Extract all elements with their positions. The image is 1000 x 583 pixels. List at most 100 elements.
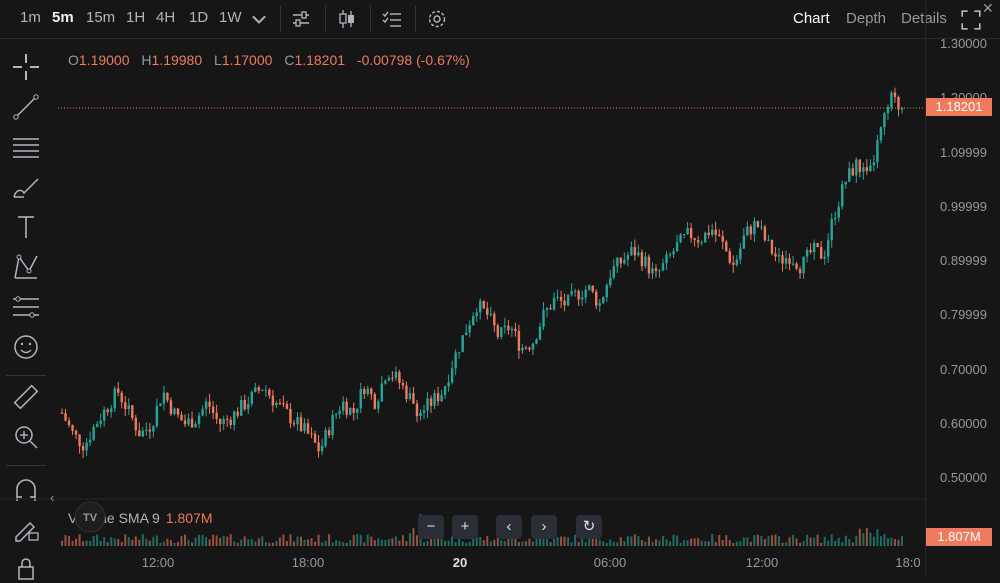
- volume-bar: [538, 537, 541, 546]
- zoom-out-button[interactable]: −: [418, 515, 444, 539]
- candle-body: [770, 239, 774, 254]
- candle-body: [472, 316, 475, 326]
- magnet-icon[interactable]: [10, 475, 42, 507]
- candle-body: [777, 255, 781, 257]
- candle-body: [823, 256, 826, 259]
- timeframe-5m[interactable]: 5m: [52, 9, 74, 26]
- volume-bar: [408, 533, 411, 546]
- candle-body: [324, 430, 327, 446]
- volume-bar: [869, 532, 872, 546]
- volume-bar: [788, 537, 791, 546]
- fullscreen-icon[interactable]: [960, 9, 982, 31]
- volume-bar: [602, 541, 605, 546]
- candle-body: [464, 332, 468, 336]
- candle-body: [876, 140, 879, 163]
- candle-body: [658, 270, 661, 272]
- horizontal-lines-icon[interactable]: [10, 131, 42, 163]
- price-axis[interactable]: 1.300001.200001.099990.999990.899990.799…: [925, 0, 1000, 575]
- checklist-icon[interactable]: [381, 8, 403, 30]
- text-icon[interactable]: [10, 211, 42, 243]
- candle-body: [134, 418, 138, 431]
- tab-depth[interactable]: Depth: [846, 10, 887, 27]
- candle-body: [67, 420, 71, 426]
- candle-type-icon[interactable]: [336, 8, 358, 30]
- candle-body: [531, 343, 535, 350]
- pattern-icon[interactable]: [10, 251, 42, 283]
- brush-icon[interactable]: [10, 171, 42, 203]
- chevron-down-icon[interactable]: [248, 9, 270, 31]
- candle-body: [514, 328, 517, 332]
- volume-bar: [247, 539, 250, 546]
- low-value: 1.17000: [221, 52, 273, 68]
- volume-bar: [219, 538, 222, 546]
- volume-bar: [546, 538, 549, 546]
- volume-bar: [827, 540, 830, 546]
- volume-bar: [387, 539, 390, 546]
- zoom-in-button[interactable]: +: [452, 515, 478, 539]
- tab-details[interactable]: Details: [901, 10, 947, 27]
- volume-bar: [756, 534, 759, 546]
- volume-bar: [760, 535, 763, 546]
- volume-bar: [198, 534, 201, 546]
- volume-bar: [725, 535, 728, 546]
- volume-bar: [444, 540, 447, 546]
- volume-bar: [609, 539, 612, 546]
- candle-body: [457, 352, 461, 354]
- volume-bar: [159, 542, 162, 546]
- candle-body: [352, 408, 355, 413]
- close-icon[interactable]: ✕: [982, 0, 994, 16]
- volume-bar: [120, 541, 123, 546]
- candle-body: [584, 289, 587, 298]
- volume-bar: [212, 534, 215, 546]
- candle-body: [816, 242, 819, 248]
- volume-bar: [665, 539, 668, 546]
- crosshair-icon[interactable]: [10, 51, 42, 83]
- price-tick-label: 0.70000: [940, 361, 987, 377]
- candle-body: [299, 417, 303, 432]
- lock-icon[interactable]: [10, 551, 42, 583]
- timeframe-1h[interactable]: 1H: [126, 9, 146, 26]
- gear-icon[interactable]: [426, 8, 448, 30]
- scroll-right-button[interactable]: ›: [531, 515, 557, 539]
- change-value: -0.00798 (-0.67%): [356, 52, 470, 68]
- candle-body: [310, 433, 313, 435]
- timeframe-1m[interactable]: 1m: [20, 9, 41, 26]
- volume-bar: [285, 541, 288, 546]
- price-chart[interactable]: [0, 0, 925, 550]
- collapse-toolbar-icon[interactable]: ‹: [50, 490, 55, 505]
- time-tick-label: 12:00: [745, 555, 779, 570]
- candle-body: [819, 247, 823, 259]
- volume-bar: [110, 537, 113, 546]
- trend-line-icon[interactable]: [10, 91, 42, 123]
- timeframe-1w[interactable]: 1W: [219, 9, 242, 26]
- candle-body: [85, 442, 88, 451]
- ruler-icon[interactable]: [10, 381, 42, 413]
- timeframe-15m[interactable]: 15m: [86, 9, 116, 26]
- indicators-icon[interactable]: [290, 8, 312, 30]
- tab-chart[interactable]: Chart: [793, 10, 830, 27]
- volume-bar: [697, 538, 700, 546]
- timeframe-4h[interactable]: 4H: [156, 9, 176, 26]
- volume-bar: [683, 540, 686, 546]
- timeframe-1d[interactable]: 1D: [189, 9, 209, 26]
- zoom-in-icon[interactable]: [10, 421, 42, 453]
- candle-body: [640, 252, 644, 267]
- reset-chart-button[interactable]: ↻: [576, 515, 602, 539]
- candle-body: [370, 388, 373, 395]
- candle-body: [739, 248, 742, 260]
- scroll-left-button[interactable]: ‹: [496, 515, 522, 539]
- candle-body: [742, 235, 746, 249]
- volume-bar: [489, 541, 492, 546]
- candle-body: [630, 247, 633, 256]
- volume-bar: [222, 535, 225, 546]
- candle-body: [405, 385, 408, 400]
- candle-body: [528, 347, 531, 350]
- volume-bar: [707, 541, 710, 546]
- toolbar-divider: [280, 6, 281, 32]
- forecast-icon[interactable]: [10, 291, 42, 323]
- candle-body: [250, 391, 253, 404]
- lock-draw-icon[interactable]: [10, 513, 42, 545]
- volume-bar: [317, 534, 320, 546]
- candle-body: [654, 268, 658, 271]
- emoji-icon[interactable]: [10, 331, 42, 363]
